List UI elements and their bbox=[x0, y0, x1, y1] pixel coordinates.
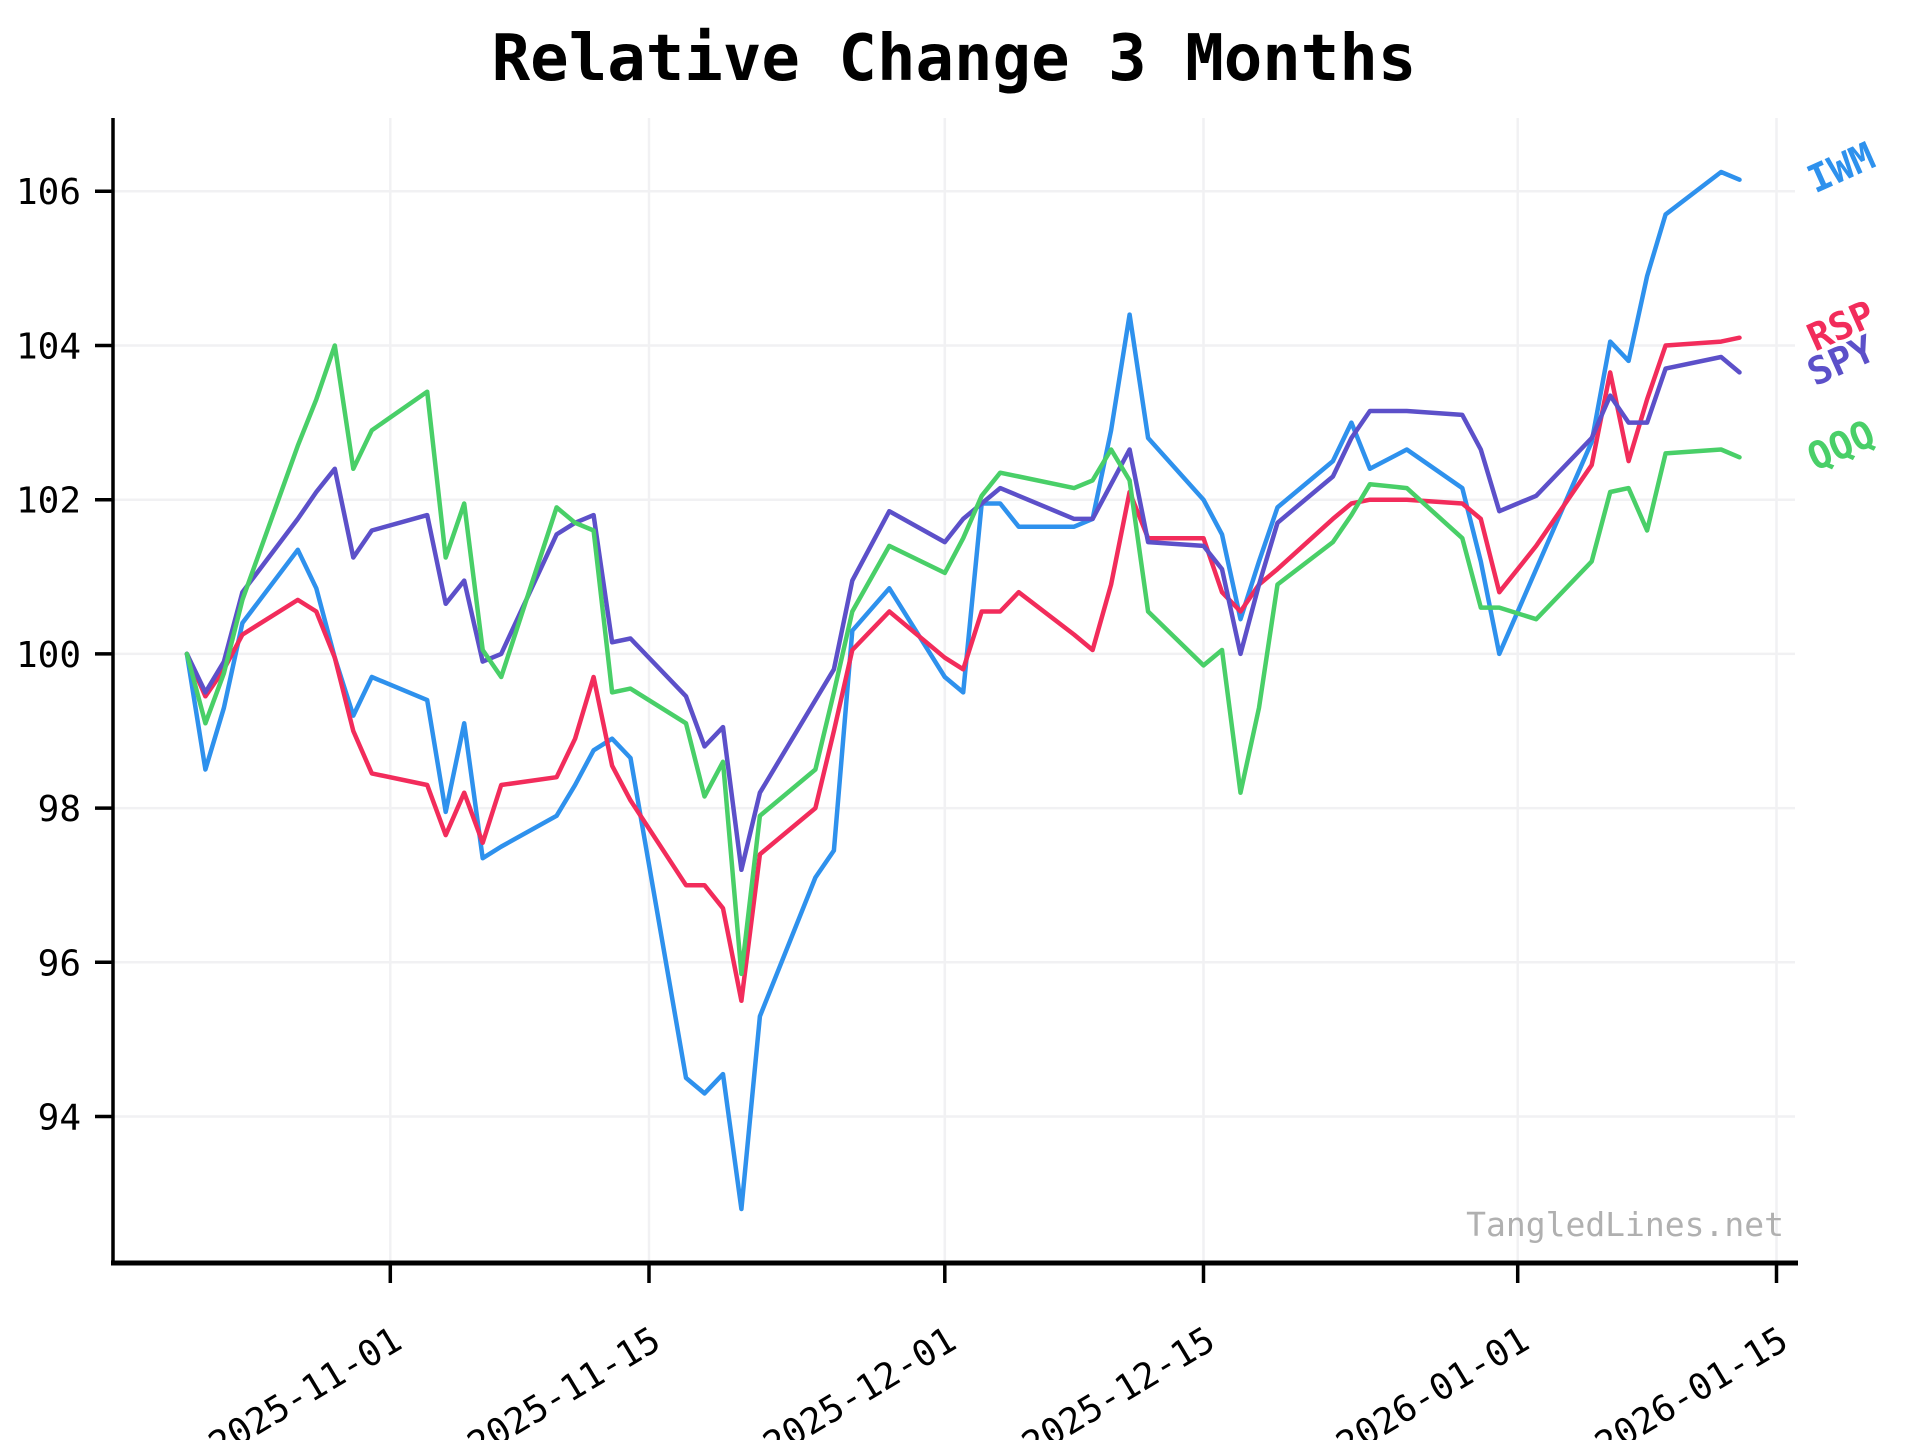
x-tick-label: 2025-12-15 bbox=[1015, 1320, 1222, 1440]
y-tick-label: 100 bbox=[16, 635, 81, 676]
x-tick-label: 2026-01-15 bbox=[1588, 1320, 1795, 1440]
series-label-iwm: IWM bbox=[1801, 134, 1882, 202]
y-tick-label: 96 bbox=[38, 943, 81, 984]
y-tick-label: 104 bbox=[16, 327, 81, 368]
x-tick-label: 2025-11-15 bbox=[461, 1320, 668, 1440]
series-label-qqq: QQQ bbox=[1801, 411, 1882, 479]
watermark: TangledLines.net bbox=[1466, 1205, 1784, 1244]
x-tick-label: 2025-12-01 bbox=[756, 1320, 963, 1440]
x-tick-label: 2025-11-01 bbox=[202, 1320, 409, 1440]
y-tick-label: 94 bbox=[38, 1098, 81, 1139]
x-tick-label: 2026-01-01 bbox=[1329, 1320, 1536, 1440]
series-line-qqq bbox=[184, 343, 1742, 977]
series-line-rsp bbox=[184, 335, 1742, 1004]
chart-title: Relative Change 3 Months bbox=[492, 22, 1417, 96]
series-line-spy bbox=[184, 354, 1742, 873]
y-tick-label: 102 bbox=[16, 481, 81, 522]
y-tick-label: 98 bbox=[38, 789, 81, 830]
series-line-iwm bbox=[184, 169, 1742, 1212]
grid-layer bbox=[113, 118, 1795, 1263]
y-tick-label: 106 bbox=[16, 172, 81, 213]
